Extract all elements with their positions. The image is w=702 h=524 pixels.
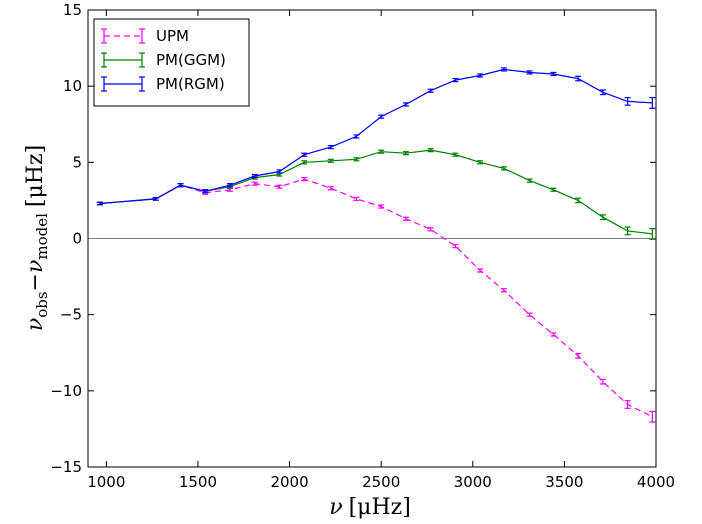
data-point (152, 197, 159, 201)
x-tick-label: 4000 (637, 473, 675, 491)
y-tick-label: 15 (63, 1, 82, 19)
legend-box (93, 18, 250, 107)
x-tick-label: 3000 (454, 473, 492, 491)
data-point (452, 243, 459, 249)
axis-ticks: 1000 1500 2000 2500 3000 3500 4000 −15 −10 −5 0 5 10… (50, 1, 675, 491)
data-point (378, 204, 385, 209)
data-point (526, 70, 533, 75)
data-point (327, 186, 334, 191)
data-point (327, 144, 334, 150)
y-tick-label: 5 (72, 153, 82, 171)
series-pm-ggm- (96, 148, 656, 240)
data-point (96, 201, 103, 206)
data-point (276, 169, 283, 174)
legend-entry-pm-ggm-: PM(GGM) (101, 51, 226, 69)
data-point (526, 178, 533, 183)
data-point (353, 196, 360, 202)
legend-entry-upm: UPM (101, 27, 189, 45)
data-point (427, 227, 434, 232)
data-point (575, 75, 582, 82)
data-point (402, 151, 409, 156)
y-label-sub-obs: obs (33, 291, 51, 317)
series-upm (96, 176, 656, 423)
x-axis-label: ν [μHz] (329, 495, 411, 520)
data-point (327, 158, 334, 163)
legend-label: PM(GGM) (156, 51, 226, 69)
data-point (378, 149, 385, 154)
y-tick-label: −15 (50, 458, 82, 476)
y-tick-label: 10 (63, 77, 82, 95)
series-layer (96, 67, 656, 423)
data-point (550, 71, 557, 77)
data-point (599, 89, 606, 96)
legend-label: PM(RGM) (156, 75, 225, 93)
data-point (649, 410, 656, 423)
data-point (550, 187, 557, 192)
data-point (477, 268, 484, 273)
y-axis-label: νobs−νmodel[μHz] (23, 145, 51, 331)
series-line (99, 178, 653, 418)
data-point (251, 181, 258, 186)
legend-label: UPM (156, 27, 189, 45)
series-line (99, 149, 653, 235)
data-point (202, 189, 209, 194)
data-point (500, 166, 507, 171)
y-label-minus: − (23, 273, 48, 291)
legend: UPM PM(GGM) PM(RGM) (93, 18, 250, 107)
data-point (624, 226, 631, 236)
data-point (649, 227, 656, 240)
data-point (477, 73, 484, 78)
y-label-nu: ν (23, 318, 48, 331)
series-pm-rgm- (96, 67, 656, 206)
y-tick-label: −10 (50, 382, 82, 400)
data-point (599, 378, 606, 385)
data-point (402, 216, 409, 221)
data-point (251, 173, 258, 179)
data-point (649, 96, 656, 109)
x-tick-label: 2000 (270, 473, 308, 491)
data-point (177, 183, 184, 188)
data-point (301, 176, 308, 182)
data-point (526, 312, 533, 317)
y-label-unit: [μHz] (23, 145, 48, 207)
plot-frame (87, 9, 657, 468)
y-label-sub-model: model (33, 213, 51, 260)
legend-entry-pm-rgm-: PM(RGM) (101, 75, 225, 93)
y-label-nu-2: ν (23, 260, 48, 273)
data-point (599, 214, 606, 221)
data-point (427, 148, 434, 153)
data-point (353, 157, 360, 162)
data-point (500, 288, 507, 293)
x-tick-label: 3500 (545, 473, 583, 491)
data-point (452, 152, 459, 157)
data-point (227, 183, 233, 188)
x-label-unit: [μHz] (349, 495, 411, 520)
data-point (427, 88, 434, 93)
data-point (378, 114, 385, 119)
data-point (477, 160, 484, 165)
data-point (624, 400, 631, 409)
x-tick-label: 2500 (362, 473, 400, 491)
data-point (500, 67, 507, 72)
x-label-nu: ν (329, 495, 342, 520)
data-point (301, 160, 308, 165)
data-point (550, 332, 557, 337)
data-point (301, 152, 308, 157)
data-point (353, 134, 360, 139)
y-tick-label: −5 (60, 306, 82, 324)
data-point (575, 352, 582, 359)
y-tick-label: 0 (72, 230, 82, 248)
data-point (575, 197, 582, 204)
data-point (276, 184, 283, 189)
x-tick-label: 1500 (179, 473, 217, 491)
data-point (452, 77, 459, 83)
data-point (402, 102, 409, 107)
series-line (99, 68, 653, 205)
data-point (624, 96, 631, 106)
svg-text:νobs−νmodel[μHz]: νobs−νmodel[μHz] (23, 145, 51, 331)
x-tick-label: 1000 (87, 473, 125, 491)
